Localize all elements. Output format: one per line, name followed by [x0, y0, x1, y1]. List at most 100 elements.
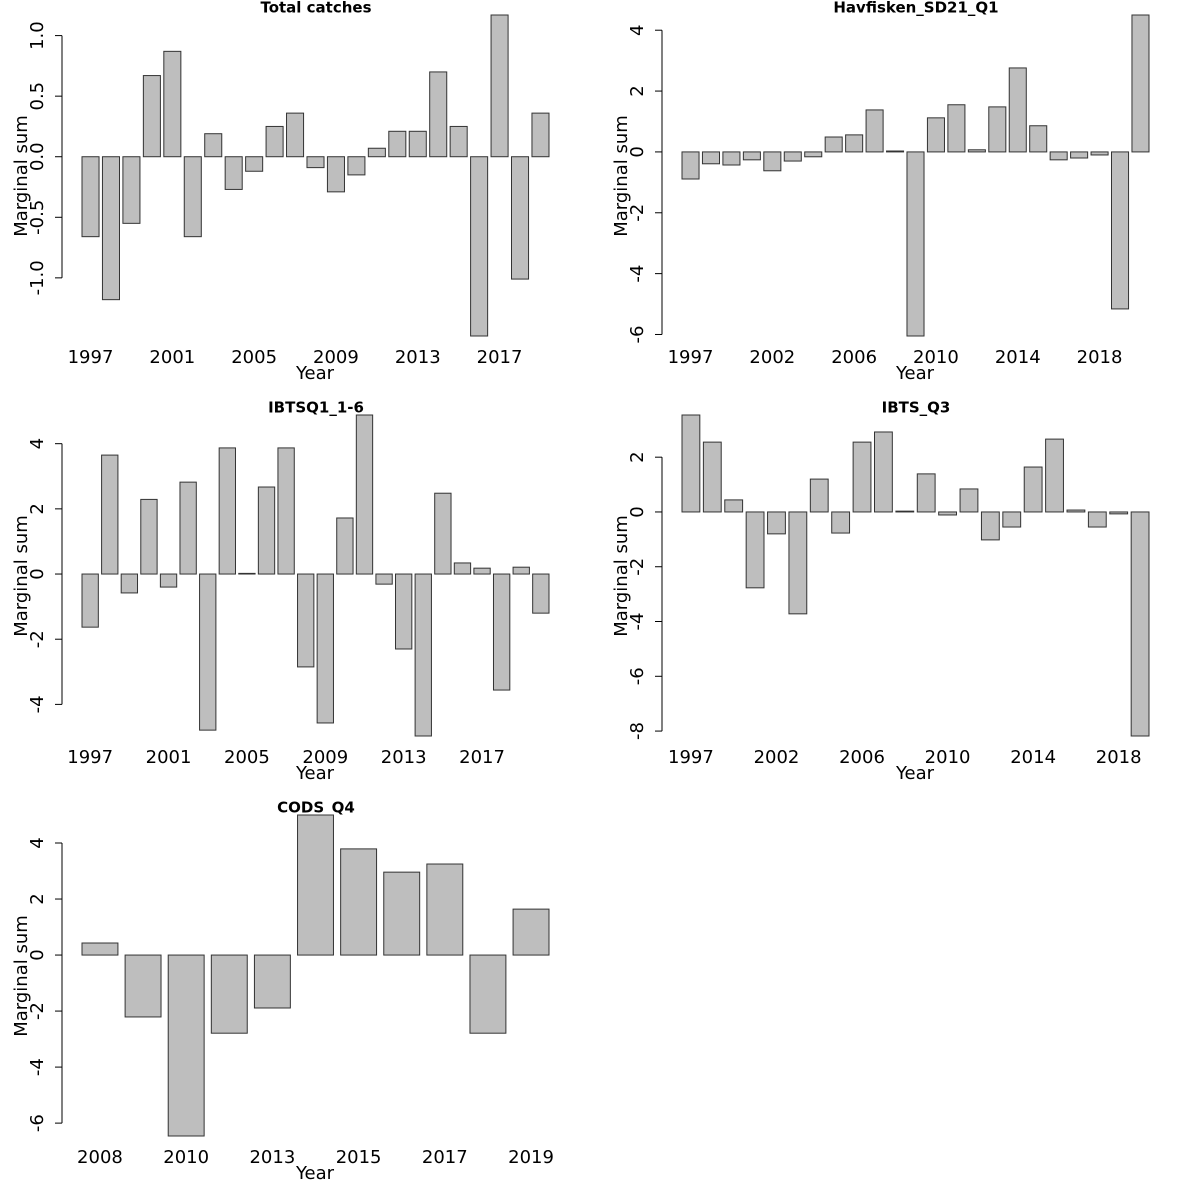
- bar: [947, 104, 966, 153]
- x-tick-label: 2018: [1096, 747, 1142, 768]
- bar: [1109, 511, 1129, 515]
- bar: [367, 147, 386, 158]
- bar: [167, 954, 205, 1137]
- bar: [702, 441, 722, 513]
- x-tick-label: 2010: [163, 1147, 209, 1168]
- bar: [245, 156, 264, 172]
- bar: [490, 14, 509, 158]
- x-tick-label: 2019: [508, 1147, 554, 1168]
- y-tick-label: 2: [627, 451, 648, 462]
- bar: [926, 117, 945, 153]
- bar: [767, 511, 786, 535]
- bar: [257, 486, 276, 575]
- bar: [783, 151, 802, 162]
- bar: [1070, 151, 1089, 159]
- bar: [1023, 466, 1043, 513]
- x-tick-label: 2002: [749, 347, 795, 368]
- x-tick-label: 2014: [995, 347, 1041, 368]
- y-tick-label: 2: [27, 503, 48, 514]
- bar: [449, 125, 468, 158]
- bar: [1066, 509, 1086, 513]
- bar: [218, 447, 236, 575]
- y-tick-label: 2: [27, 893, 48, 904]
- y-axis-label: Marginal sum: [611, 515, 632, 637]
- bar: [336, 517, 354, 575]
- panel: IBTSQ1_1-6 Year Marginal sum -4 -2 0 2 4 1997 200…: [11, 399, 550, 784]
- bar: [1002, 511, 1022, 528]
- bar: [831, 511, 851, 534]
- bar: [1045, 438, 1064, 513]
- x-tick-label: 2009: [313, 347, 359, 368]
- bar: [701, 151, 720, 165]
- bar: [297, 814, 334, 956]
- bar: [722, 151, 741, 166]
- chart-title: CODS_Q4: [277, 799, 355, 817]
- x-tick-label: 2017: [459, 747, 505, 768]
- bar: [81, 156, 100, 238]
- y-tick-label: -2: [27, 1002, 48, 1020]
- bar: [724, 499, 744, 513]
- bar: [852, 441, 872, 513]
- bar: [383, 871, 421, 956]
- bar: [763, 151, 782, 172]
- x-tick-label: 2014: [1010, 747, 1056, 768]
- bar: [408, 130, 427, 158]
- x-tick-label: 2006: [831, 347, 877, 368]
- bar: [1029, 125, 1048, 153]
- bar: [681, 414, 701, 513]
- bar: [179, 481, 197, 575]
- bar: [865, 109, 884, 153]
- bar: [916, 473, 936, 513]
- y-tick-label: -0.5: [27, 200, 48, 235]
- bar: [1090, 151, 1109, 156]
- x-tick-label: 1997: [68, 347, 114, 368]
- panel: IBTS_Q3 Year Marginal sum -8 -6 -4 -2 0 2 1997 200…: [611, 399, 1150, 784]
- bar: [340, 848, 378, 956]
- x-axis-label: Year: [295, 763, 335, 784]
- bar: [959, 488, 979, 513]
- y-tick-label: 0: [627, 506, 648, 517]
- bar: [142, 75, 161, 158]
- y-tick-label: -6: [27, 1114, 48, 1132]
- bar: [886, 150, 905, 153]
- bar: [809, 478, 829, 513]
- bar: [895, 510, 915, 513]
- x-tick-label: 2017: [477, 347, 523, 368]
- x-axis-label: Year: [895, 763, 935, 784]
- bar: [906, 151, 925, 337]
- y-tick-label: 4: [27, 438, 48, 449]
- bar: [297, 573, 315, 668]
- x-tick-label: 2001: [149, 347, 195, 368]
- bar: [1008, 67, 1027, 153]
- bar: [1087, 511, 1107, 528]
- y-tick-label: -1.0: [27, 260, 48, 295]
- bar: [980, 511, 1000, 541]
- bar: [101, 454, 119, 575]
- y-tick-label: 0.5: [27, 82, 48, 111]
- bar: [124, 954, 162, 1018]
- bar: [224, 156, 243, 190]
- bar: [81, 942, 119, 956]
- bar: [159, 573, 178, 588]
- bar: [163, 50, 182, 158]
- bar: [238, 572, 256, 575]
- x-tick-label: 2015: [336, 1147, 382, 1168]
- bar: [532, 573, 550, 614]
- bar: [355, 414, 374, 575]
- chart-title: Havfisken_SD21_Q1: [833, 0, 998, 17]
- bar: [426, 863, 464, 956]
- x-tick-label: 2005: [231, 347, 277, 368]
- panel: Total catches Year Marginal sum -1.0 -0.5 0.0…: [11, 0, 550, 384]
- bar: [306, 156, 325, 169]
- bar: [512, 908, 550, 956]
- bar: [265, 125, 284, 158]
- bar: [347, 156, 366, 176]
- bar: [316, 573, 334, 724]
- x-tick-label: 2010: [925, 747, 971, 768]
- bar: [326, 156, 345, 193]
- bar: [1049, 151, 1068, 161]
- bar: [434, 492, 452, 575]
- panel: CODS_Q4 Year Marginal sum -6 -4 -2 0 2 4 2008 2010…: [11, 799, 554, 1185]
- x-tick-label: 2013: [381, 747, 427, 768]
